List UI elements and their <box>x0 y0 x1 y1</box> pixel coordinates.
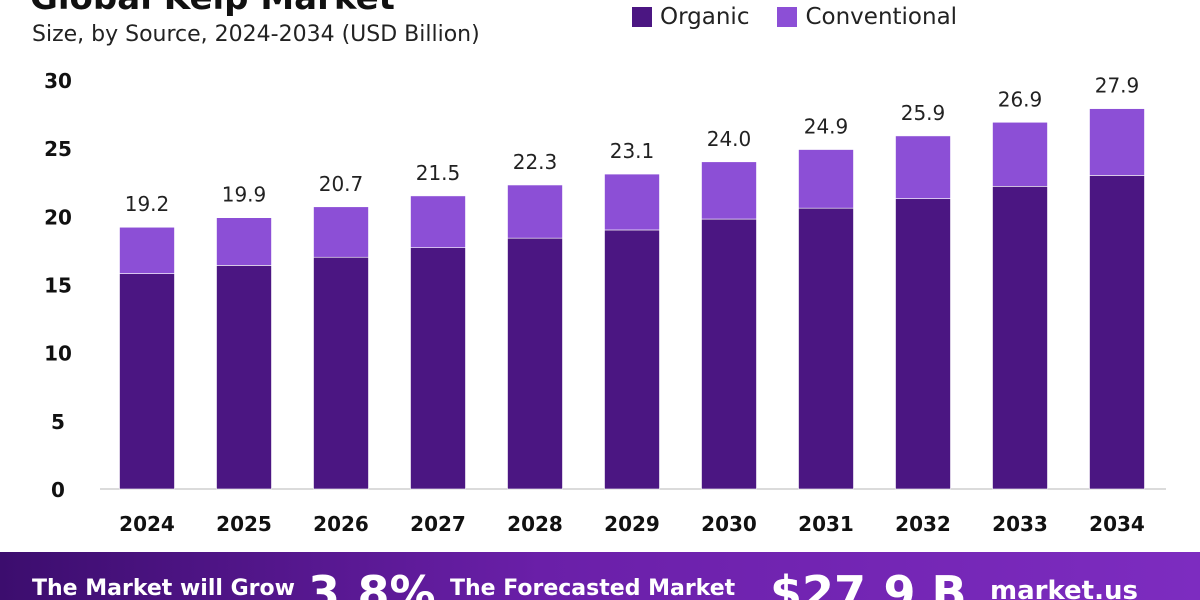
x-tick-label: 2029 <box>604 512 660 536</box>
x-tick-label: 2026 <box>313 512 369 536</box>
bar-segment-organic <box>119 273 175 490</box>
bar-segment-organic <box>507 237 563 490</box>
bar-segment-conventional <box>410 195 466 248</box>
bar-segment-conventional <box>216 217 272 266</box>
stacked-bar-chart: 05101520253019.2202419.9202520.7202621.5… <box>44 69 1166 536</box>
x-tick-label: 2031 <box>798 512 854 536</box>
legend: Organic Conventional <box>632 4 957 30</box>
bar-segment-conventional <box>701 161 757 220</box>
footer-forecast-value: $27.9 B <box>770 566 967 600</box>
bar-segment-organic <box>895 198 951 490</box>
y-tick-label: 15 <box>44 274 72 298</box>
bar-segment-conventional <box>1089 108 1145 176</box>
chart-title: Global Kelp Market <box>30 0 395 18</box>
bar-segment-conventional <box>992 121 1048 187</box>
bar-total-label: 19.2 <box>125 192 170 216</box>
bar-total-label: 20.7 <box>319 172 364 196</box>
legend-item-conventional: Conventional <box>777 4 957 30</box>
bar-total-label: 24.0 <box>707 127 752 151</box>
bar-total-label: 25.9 <box>901 101 946 125</box>
x-tick-label: 2033 <box>992 512 1048 536</box>
bar-total-label: 27.9 <box>1095 74 1140 98</box>
footer-forecast-text: The Forecasted Market <box>450 576 736 600</box>
x-tick-label: 2024 <box>119 512 175 536</box>
bar-total-label: 22.3 <box>513 150 558 174</box>
bar-segment-organic <box>410 247 466 490</box>
bar-total-label: 19.9 <box>222 183 267 207</box>
bar-segment-organic <box>798 207 854 490</box>
legend-swatch-conventional <box>777 7 798 27</box>
footer-banner: The Market will Grow 3.8% The Forecasted… <box>0 552 1200 600</box>
y-tick-label: 5 <box>51 410 65 434</box>
bar-segment-conventional <box>119 226 175 274</box>
bar-segment-conventional <box>895 135 951 199</box>
bar-segment-organic <box>313 256 369 490</box>
footer-grow-text: The Market will Grow <box>32 576 295 600</box>
bar-segment-organic <box>701 218 757 490</box>
bar-total-label: 26.9 <box>998 87 1043 111</box>
y-tick-label: 25 <box>44 137 72 161</box>
legend-label-conventional: Conventional <box>805 4 958 30</box>
bar-segment-organic <box>604 229 660 490</box>
chart-subtitle: Size, by Source, 2024-2034 (USD Billion) <box>32 22 480 47</box>
bar-segment-conventional <box>604 173 660 231</box>
y-tick-label: 10 <box>44 342 72 366</box>
bar-segment-organic <box>992 186 1048 490</box>
bar-segment-conventional <box>798 149 854 209</box>
bar-segment-conventional <box>507 184 563 239</box>
y-tick-label: 30 <box>44 69 72 93</box>
bar-total-label: 21.5 <box>416 161 461 185</box>
x-tick-label: 2030 <box>701 512 757 536</box>
footer-cagr-value: 3.8% <box>308 566 436 600</box>
x-tick-label: 2027 <box>410 512 466 536</box>
x-tick-label: 2028 <box>507 512 563 536</box>
x-tick-label: 2034 <box>1089 512 1145 536</box>
x-tick-label: 2025 <box>216 512 272 536</box>
legend-item-organic: Organic <box>632 4 749 30</box>
bar-total-label: 24.9 <box>804 115 849 139</box>
bar-segment-conventional <box>313 206 369 258</box>
bar-total-label: 23.1 <box>610 139 655 163</box>
legend-swatch-organic <box>632 7 652 27</box>
footer-brand-logo: market.us <box>990 576 1138 600</box>
bar-segment-organic <box>216 265 272 490</box>
bar-segment-organic <box>1089 175 1145 490</box>
legend-label-organic: Organic <box>660 4 750 30</box>
x-tick-label: 2032 <box>895 512 951 536</box>
y-tick-label: 0 <box>51 478 65 502</box>
y-tick-label: 20 <box>44 205 72 229</box>
